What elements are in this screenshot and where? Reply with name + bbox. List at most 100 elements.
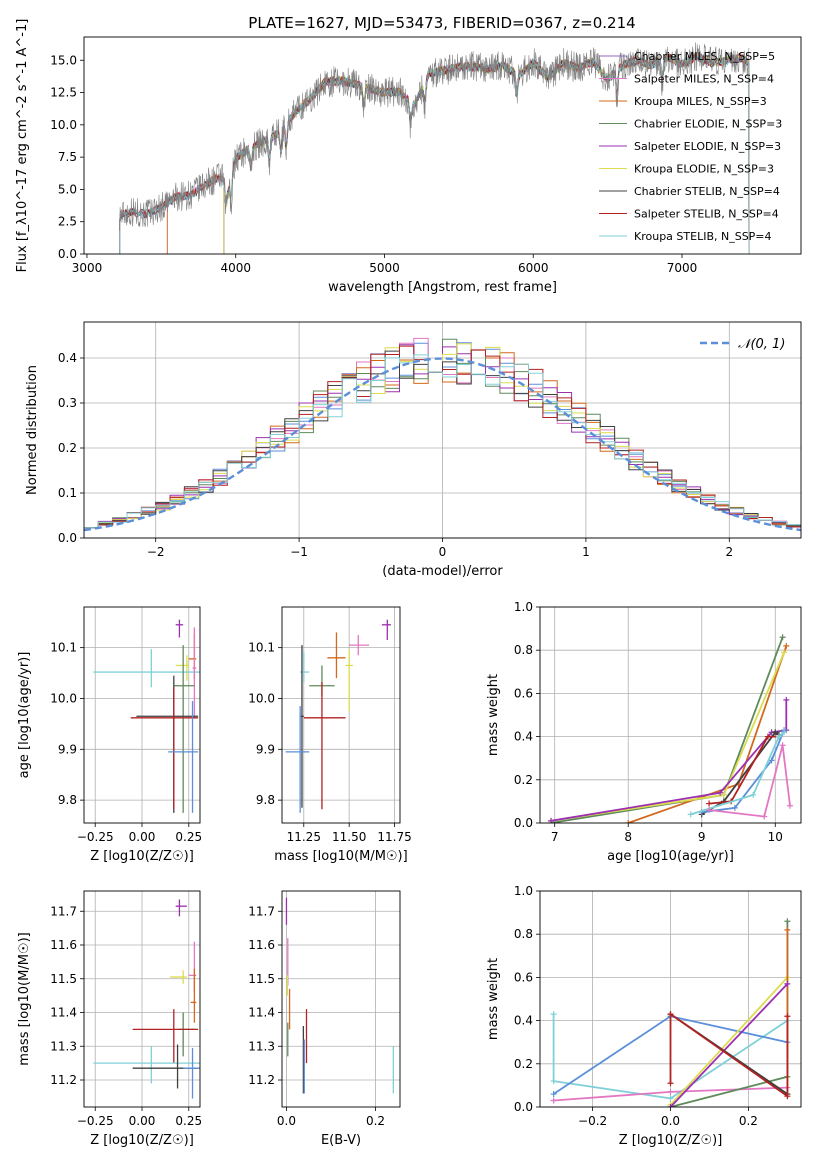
plot-area [84, 337, 801, 538]
x-axis-label: E(B-V) [321, 1133, 361, 1148]
y-tick-label: 1.0 [514, 600, 533, 614]
x-tick-label: 4000 [220, 261, 251, 275]
x-tick-label: 3000 [72, 261, 103, 275]
error-bar-point [175, 899, 187, 917]
error-bar-point [132, 1009, 199, 1064]
y-tick-label: 2.5 [58, 215, 77, 229]
y-tick-label: 9.9 [58, 742, 77, 756]
x-tick-label: −0.25 [77, 830, 114, 844]
y-tick-label: 10.0 [50, 118, 77, 132]
mass-weight-line [669, 983, 789, 1107]
plot-area [548, 634, 793, 823]
mass-weight-marker [625, 820, 632, 823]
mass-weight-line [627, 645, 788, 823]
error-bar-point [170, 970, 187, 984]
y-tick-label: 11.3 [50, 1039, 77, 1053]
mass-weight-line [701, 729, 785, 814]
gridlines [84, 607, 200, 823]
error-bar-point [327, 632, 346, 679]
plot-area [119, 42, 750, 254]
x-axis-label: mass [log10(M/M☉)] [274, 849, 407, 864]
axes-frame [83, 321, 802, 539]
y-tick-label: 0.6 [514, 686, 533, 700]
y-tick-label: 11.7 [50, 904, 77, 918]
mass-weight-marker [667, 1080, 674, 1087]
x-tick-label: 10 [768, 830, 783, 844]
y-tick-label: 0.0 [514, 816, 533, 830]
error-bar-point [381, 619, 391, 641]
x-tick-label: 1 [582, 545, 590, 559]
mass-weight-marker [764, 733, 771, 740]
axes-frame [281, 606, 401, 824]
legend-entry: 𝒩(0, 1) [738, 337, 785, 352]
mass-weight-marker [779, 634, 786, 641]
x-axis-label: Z [log10(Z/Z☉)] [90, 1133, 194, 1148]
y-tick-label: 0.8 [514, 643, 533, 657]
axes-frame [83, 606, 201, 824]
y-tick-label: 15.0 [50, 53, 77, 67]
mass-weight-vs-age-panel: 7 8 9 10 0.0 0.2 0.4 0.6 0.8 1.0 age [log10(age/yr… [486, 600, 802, 864]
x-tick-label: −2 [147, 545, 165, 559]
age-vs-mass-panel: 11.25 11.50 11.75 9.8 9.9 10.0 10.1 mass [log10… [248, 606, 412, 864]
mass-weight-marker [784, 1013, 791, 1020]
residual-histogram [84, 354, 801, 538]
mass-weight-marker [706, 807, 713, 814]
legend-entry: Chabrier MILES, N_SSP=5 [634, 50, 775, 63]
mass-weight-line [709, 735, 779, 805]
y-tick-label: 12.5 [50, 86, 77, 100]
y-tick-label: 0.4 [514, 1014, 533, 1028]
legend-entry: Kroupa STELIB, N_SSP=4 [634, 230, 772, 243]
error-bar-point [132, 1044, 199, 1089]
y-axis-label: mass weight [486, 674, 501, 756]
y-tick-label: 7.5 [58, 150, 77, 164]
x-tick-label: 0.00 [129, 830, 156, 844]
error-bar-point [192, 627, 197, 719]
figure-title: PLATE=1627, MJD=53473, FIBERID=0367, z=0… [248, 14, 635, 32]
y-axis-label: Flux [f_λ10^-17 erg cm^-2 s^-1 A^-1] [15, 19, 30, 273]
y-tick-label: 0.2 [514, 773, 533, 787]
mass-weight-marker [550, 1097, 557, 1104]
x-tick-label: 0.0 [277, 1114, 296, 1128]
y-tick-label: 5.0 [58, 182, 77, 196]
y-tick-label: 9.8 [256, 793, 275, 807]
mass-weight-marker [687, 811, 694, 818]
x-tick-label: 11.25 [287, 830, 321, 844]
mass-vs-metallicity-panel: −0.25 0.00 0.25 11.2 11.3 11.4 11.5 11.6 11.7 Z [… [17, 890, 202, 1148]
x-tick-label: 0.00 [129, 1114, 156, 1128]
y-tick-label: 0.2 [514, 1057, 533, 1071]
error-bar-point [93, 649, 200, 688]
x-tick-label: 7 [551, 830, 559, 844]
y-tick-label: 10.0 [50, 691, 77, 705]
axes-frame [83, 890, 201, 1108]
mass-weight-marker [783, 642, 790, 649]
mass-weight-marker [768, 757, 775, 764]
x-tick-label: 7000 [667, 261, 698, 275]
axes-frame [83, 36, 802, 255]
mass-weight-line [669, 1012, 789, 1098]
mass-weight-line [669, 976, 789, 1106]
x-tick-label: 8 [624, 830, 632, 844]
mass-vs-extinction-panel: 0.0 0.2 11.2 11.3 11.4 11.5 11.6 11.7 E(B-V) [248, 890, 401, 1148]
y-tick-label: 0.0 [58, 531, 77, 545]
mass-weight-marker [779, 742, 786, 749]
y-axis-label: mass weight [486, 958, 501, 1040]
spectrum-panel: 3000 4000 5000 6000 7000 0.0 2.5 5.0 7.5 10.0 12.5… [15, 19, 802, 295]
y-tick-label: 0.4 [514, 730, 533, 744]
x-tick-label: −0.2 [578, 1114, 607, 1128]
mass-weight-marker [720, 791, 727, 798]
mass-weight-marker [784, 926, 791, 933]
mass-weight-marker [667, 1011, 674, 1018]
x-tick-label: −0.25 [77, 1114, 114, 1128]
plot-area [285, 897, 394, 1094]
y-tick-label: 0.0 [58, 247, 77, 261]
residuals-panel: −2 −1 0 1 2 0.0 0.1 0.2 0.3 0.4 (data-model)/error… [25, 321, 802, 579]
mass-weight-marker [550, 1011, 557, 1018]
legend-entry: Salpeter MILES, N_SSP=4 [634, 73, 774, 86]
y-tick-label: 11.2 [248, 1073, 275, 1087]
axes-frame [281, 890, 401, 1108]
x-tick-label: 5000 [369, 261, 400, 275]
y-tick-label: 0.1 [58, 486, 77, 500]
x-tick-label: 0 [439, 545, 447, 559]
y-tick-label: 0.6 [514, 970, 533, 984]
error-bar-point [175, 619, 184, 638]
